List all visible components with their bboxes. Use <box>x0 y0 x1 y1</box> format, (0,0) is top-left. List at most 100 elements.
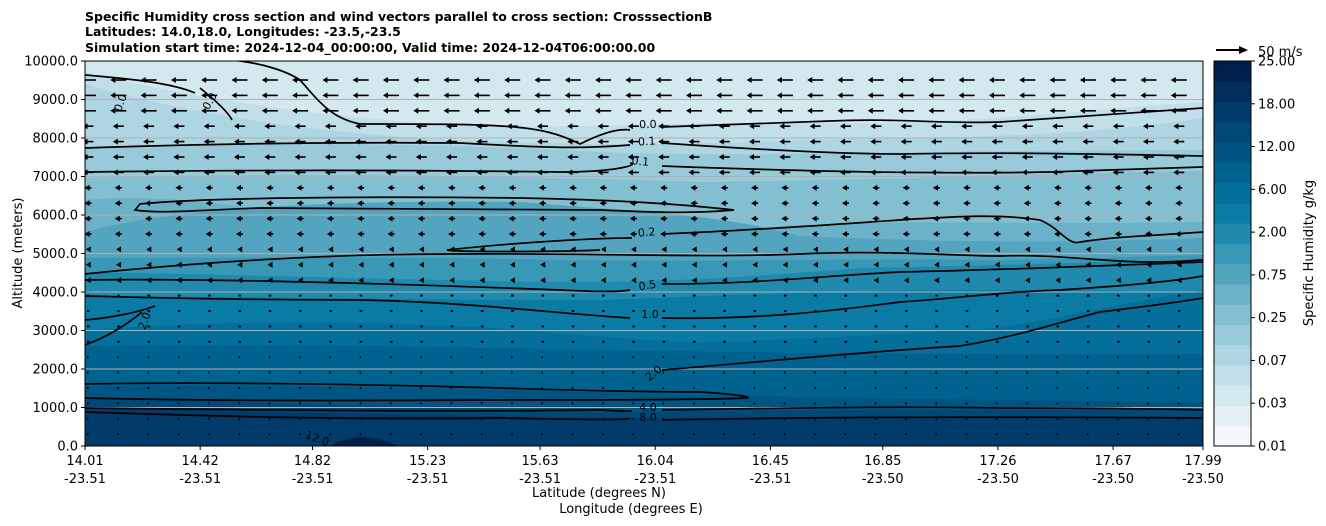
wind-vector <box>479 261 485 268</box>
wind-vector <box>691 246 697 253</box>
wind-vector-stub <box>87 294 90 297</box>
wind-vector-head <box>326 215 332 222</box>
wind-vector <box>658 169 670 176</box>
contour-label-1: 0.0 <box>112 92 130 113</box>
wind-vector <box>297 261 303 268</box>
wind-vector <box>662 433 665 436</box>
wind-vector <box>326 231 334 237</box>
wind-vector <box>450 433 453 436</box>
wind-vector <box>1026 356 1028 359</box>
wind-vector <box>85 123 94 130</box>
wind-vector-stub <box>723 294 726 297</box>
wind-vector-stub <box>238 387 240 389</box>
wind-vector-head <box>143 123 149 130</box>
wind-vector-stub <box>299 387 301 389</box>
wind-vector-stub <box>905 402 907 405</box>
wind-vector-head <box>870 169 876 176</box>
wind-vector-head <box>688 169 694 176</box>
wind-vector <box>420 325 423 328</box>
wind-vector-stub <box>753 402 756 405</box>
wind-vector <box>206 261 212 268</box>
wind-vector <box>994 277 1000 284</box>
wind-vector-head <box>903 261 909 268</box>
wind-vector <box>661 246 667 253</box>
wind-vector-stub <box>359 387 362 389</box>
wind-vector-head <box>1049 107 1055 114</box>
wind-vector-stub <box>1026 340 1029 343</box>
wind-vector <box>994 246 1000 253</box>
wind-vector-head <box>110 92 116 99</box>
wind-vector-stub <box>753 387 756 389</box>
wind-vector <box>965 356 968 359</box>
wind-vector-head <box>1082 123 1088 130</box>
wind-vector <box>413 92 430 99</box>
wind-vector <box>112 154 124 160</box>
wind-vector <box>873 277 879 284</box>
wind-vector-stub <box>1117 402 1119 405</box>
wind-vector-head <box>809 154 815 160</box>
wind-vector <box>388 277 394 284</box>
wind-vector <box>571 356 574 359</box>
wind-vector <box>1082 169 1094 176</box>
wind-vector <box>1019 77 1036 83</box>
wind-vector-head <box>205 215 211 222</box>
wind-vector <box>294 169 306 176</box>
wind-vector-stub <box>1147 371 1149 374</box>
wind-vector-head <box>110 77 116 83</box>
wind-vector <box>1147 294 1150 297</box>
wind-vector-head <box>446 123 452 130</box>
wind-vector <box>965 417 968 420</box>
wind-vector-head <box>782 277 788 284</box>
wind-vector-head <box>902 200 908 207</box>
wind-vector-head <box>387 231 393 237</box>
wind-vector-stub <box>662 387 665 389</box>
wind-vector <box>781 231 789 237</box>
wind-vector-head <box>1055 246 1061 253</box>
wind-vector-head <box>597 123 603 130</box>
wind-vector-head <box>85 200 90 207</box>
wind-vector <box>420 340 423 343</box>
wind-vector <box>478 215 486 222</box>
wind-vector-head <box>504 107 510 114</box>
wind-vector-head <box>1145 200 1150 207</box>
wind-vector <box>146 277 152 284</box>
wind-vector <box>420 294 423 297</box>
wind-vector <box>478 200 486 207</box>
wind-vector <box>450 371 453 374</box>
wind-vector-head <box>267 277 273 284</box>
contour-line-7 <box>85 162 634 173</box>
wind-vector <box>1117 433 1119 436</box>
wind-vector-head <box>324 154 330 160</box>
wind-vector-head <box>478 215 484 222</box>
wind-vector <box>874 356 877 359</box>
wind-vector <box>85 184 92 191</box>
wind-vector <box>996 387 998 389</box>
wind-vector-head <box>660 231 666 237</box>
wind-vector <box>783 294 787 297</box>
wind-vector <box>201 92 218 99</box>
wind-vector <box>1054 184 1062 191</box>
wind-vector-head <box>446 169 452 176</box>
wind-vector <box>390 402 392 405</box>
colorbar-tick-label-1: 0.03 <box>1258 397 1287 412</box>
wind-vector-head <box>1023 200 1029 207</box>
wind-vector-stub <box>905 387 907 389</box>
wind-vector <box>415 154 427 160</box>
wind-vector <box>322 92 339 99</box>
wind-vector <box>297 246 303 253</box>
wind-vector <box>234 154 245 160</box>
wind-vector <box>905 325 908 328</box>
wind-vector <box>147 433 150 436</box>
colorbar: 0.010.030.070.250.752.006.0012.0018.0025… <box>1213 55 1295 455</box>
colorbar-tick-label-9: 25.00 <box>1258 55 1295 70</box>
x-tick-label-lat-5: 16.04 <box>637 454 674 469</box>
wind-vector-stub <box>359 433 362 436</box>
wind-vector-stub <box>511 340 514 343</box>
wind-vector <box>814 433 816 436</box>
wind-vector-head <box>989 107 994 114</box>
wind-vector-head <box>627 154 633 160</box>
wind-vector-head <box>1140 77 1146 83</box>
wind-vector <box>1084 231 1092 237</box>
wind-vector <box>1173 138 1185 145</box>
wind-vector <box>600 261 606 268</box>
